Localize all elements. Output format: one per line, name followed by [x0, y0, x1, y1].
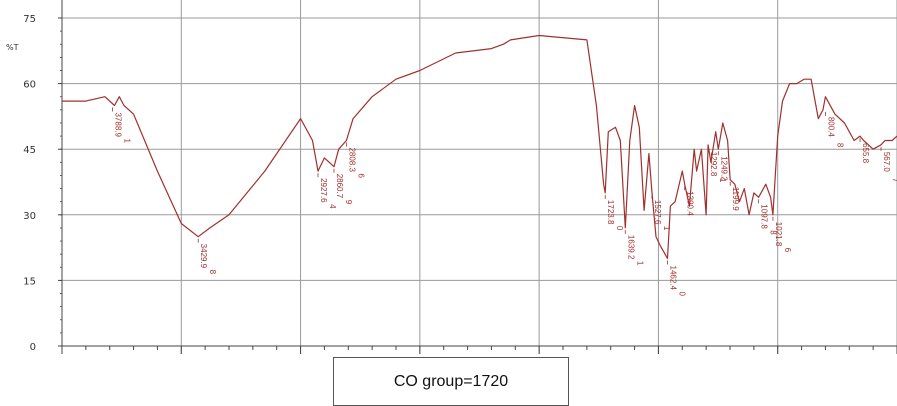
peak-label: 567.07 [880, 146, 897, 183]
peak-label: 1021.86 [772, 216, 792, 253]
y-tick-label: 15 [23, 276, 36, 287]
peak-suffix: 9 [344, 200, 353, 205]
y-tick-label: 75 [23, 14, 36, 25]
peak-label: 2860.79 [333, 168, 353, 205]
peak-value: 3788.9 [114, 112, 123, 137]
peak-value: 567.0 [882, 152, 891, 173]
peak-value: 1462.4 [668, 266, 677, 291]
annotation-box: CO group=1720 [333, 357, 569, 406]
peak-value: 655.8 [861, 143, 870, 164]
peak-value: 1021.8 [774, 222, 783, 247]
peak-value: 2808.3 [347, 147, 356, 172]
peak-value: 1527.6 [653, 200, 662, 225]
peak-suffix: 8 [835, 143, 844, 148]
peak-suffix: 7 [891, 178, 897, 183]
peak-label: 1723.80 [604, 194, 624, 231]
peak-value: 1292.8 [709, 152, 718, 177]
peak-label: 800.48 [825, 111, 844, 148]
peak-suffix: 6 [783, 248, 792, 253]
axes [58, 0, 897, 354]
grid [62, 0, 897, 354]
y-tick-label: 0 [30, 342, 36, 353]
peak-value: 1639.2 [626, 235, 635, 260]
peak-suffix: 0 [677, 292, 686, 297]
y-tick-label: 30 [23, 211, 36, 222]
y-tick-label: 45 [23, 145, 36, 156]
series [62, 34, 897, 260]
peak-value: 1723.8 [606, 200, 615, 225]
y-tick-label: 60 [23, 80, 36, 91]
peak-value: 1097.8 [760, 204, 769, 229]
peak-labels: 3788.913429.982927.642860.792808.361723.… [112, 107, 897, 297]
peak-suffix: 0 [615, 226, 624, 231]
peak-value: 1390.4 [686, 191, 695, 216]
peak-label: 1462.40 [667, 260, 686, 297]
peak-suffix: 1 [123, 138, 132, 143]
peak-value: 1199.9 [731, 187, 740, 211]
peak-suffix: 1 [635, 261, 644, 266]
y-tick-labels: 0 15 30 45 60 75 [23, 14, 36, 353]
annotation-text: CO group=1720 [393, 372, 509, 390]
peak-label: 2927.64 [317, 173, 337, 209]
peak-label: 2808.36 [345, 142, 365, 178]
peak-suffix: 8 [208, 270, 217, 275]
peak-suffix: 6 [356, 173, 365, 178]
peak-value: 3429.9 [199, 244, 208, 269]
peak-label: 1639.21 [624, 229, 644, 266]
peak-label: 655.8 [859, 138, 870, 164]
peak-label: 1292.81 [707, 146, 727, 183]
peak-value: 1249.2 [719, 156, 728, 181]
y-axis-label: %T [6, 43, 19, 52]
peak-label: 3788.91 [112, 107, 132, 143]
peak-label: 1097.88 [758, 199, 778, 235]
peak-value: 2927.6 [319, 178, 328, 203]
spectrum-line [62, 34, 897, 260]
peak-label: 1390.4 [684, 186, 695, 216]
peak-value: 800.4 [826, 117, 835, 138]
peak-suffix: 8 [769, 230, 778, 235]
peak-value: 2860.7 [335, 174, 344, 199]
peak-suffix: 1 [662, 226, 671, 231]
peak-label: 3429.98 [197, 238, 217, 275]
peak-label: 1249.2 [717, 151, 728, 181]
peak-suffix: 4 [328, 204, 337, 209]
peak-suffix: 1 [718, 178, 727, 183]
peak-label: 1199.9 [729, 181, 740, 211]
peak-label: 1527.61 [651, 194, 671, 231]
